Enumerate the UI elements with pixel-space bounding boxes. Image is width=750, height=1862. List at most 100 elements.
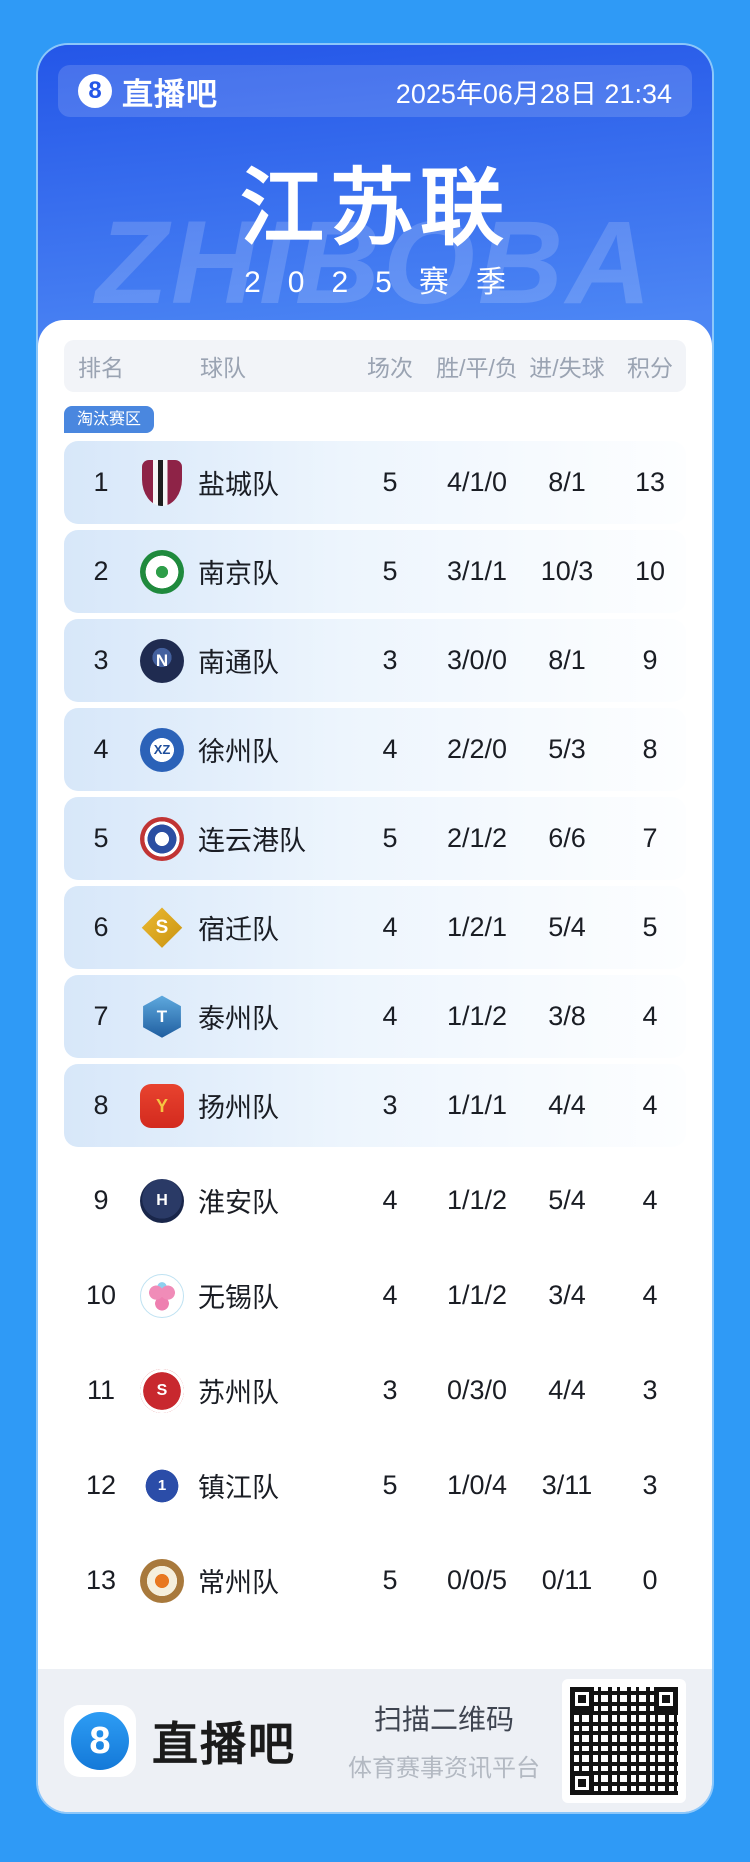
table-row: 1 盐城队 5 4/1/0 8/1 13: [64, 441, 686, 525]
team-crest: XZ: [140, 727, 184, 772]
league-title: 江苏联: [239, 161, 510, 255]
goals-for-against-value: 4/4: [548, 1090, 586, 1121]
team-name: 扬州队: [198, 1093, 279, 1124]
team-cell: Y 扬州队: [138, 1083, 346, 1128]
zhibo8-logo-text: 直播吧: [122, 76, 218, 112]
team-name: 常州队: [198, 1568, 279, 1599]
column-header-played: 场次: [367, 355, 413, 381]
team-crest: [140, 1273, 184, 1318]
qr-finder-icon: [570, 1686, 594, 1711]
qr-code: [562, 1678, 686, 1803]
zhibo8-ball-icon: 8: [78, 74, 112, 108]
goals-for-against-value: 8/1: [548, 467, 586, 498]
rank-value: 2: [93, 556, 109, 587]
zhiboba-watermark: ZHIBOBA: [95, 197, 655, 329]
points-value: 3: [642, 1375, 658, 1406]
table-header-row: 排名 球队 场次 胜/平/负 进/失球 积分: [64, 340, 686, 392]
win-draw-loss-value: 2/1/2: [446, 823, 508, 854]
points-value: 9: [642, 645, 658, 676]
team-name: 宿迁队: [198, 915, 279, 946]
qr-finder-icon: [570, 1770, 594, 1795]
team-cell: 南京队: [138, 549, 346, 594]
team-crest: S: [141, 907, 183, 948]
played-value: 3: [382, 1375, 398, 1406]
played-value: 4: [382, 1001, 398, 1032]
table-row: 3 N 南通队 3 3/0/0 8/1 9: [64, 619, 686, 703]
team-crest: 1: [140, 1463, 184, 1508]
table-row: 8 Y 扬州队 3 1/1/1 4/4 4: [64, 1064, 686, 1148]
goals-for-against-value: 5/4: [548, 912, 586, 943]
team-name: 南通队: [198, 648, 279, 679]
points-value: 4: [642, 1185, 658, 1216]
win-draw-loss-value: 4/1/0: [446, 467, 508, 498]
column-header-rank: 排名: [78, 355, 124, 381]
rank-value: 6: [93, 912, 109, 943]
team-cell: S 宿迁队: [138, 906, 346, 950]
team-cell: 常州队: [138, 1558, 346, 1603]
team-cell: S 苏州队: [138, 1368, 346, 1413]
datetime-label: 2025年06月28日 21:34: [395, 78, 672, 109]
rank-value: 9: [93, 1185, 109, 1216]
column-header-wdl: 胜/平/负: [436, 355, 518, 381]
team-crest-glyph: H: [156, 1191, 168, 1209]
column-header-goals: 进/失球: [529, 355, 605, 381]
played-value: 3: [382, 1090, 398, 1121]
team-crest: [140, 1558, 184, 1603]
rank-value: 1: [93, 467, 109, 498]
team-name: 徐州队: [198, 737, 279, 768]
table-row: 12 1 镇江队 5 1/0/4 3/11 3: [64, 1438, 686, 1533]
footer-zhibo8-logo: 8 直播吧: [64, 1704, 296, 1777]
team-crest: [140, 549, 184, 594]
goals-for-against-value: 4/4: [548, 1375, 586, 1406]
team-cell: T 泰州队: [138, 995, 346, 1039]
points-value: 10: [634, 556, 666, 587]
team-crest-glyph: S: [155, 917, 169, 939]
win-draw-loss-value: 0/3/0: [446, 1375, 508, 1406]
win-draw-loss-value: 1/2/1: [446, 912, 508, 943]
team-crest-glyph: S: [156, 1381, 168, 1399]
qr-pattern: [570, 1686, 678, 1795]
played-value: 4: [382, 1185, 398, 1216]
points-value: 4: [642, 1090, 658, 1121]
team-crest-glyph: XZ: [153, 742, 171, 758]
team-cell: H 淮安队: [138, 1178, 346, 1223]
team-name: 南京队: [198, 559, 279, 590]
played-value: 4: [382, 1280, 398, 1311]
goals-for-against-value: 6/6: [548, 823, 586, 854]
footer-texts: 扫描二维码 体育赛事资讯平台: [348, 1698, 540, 1783]
team-crest: [142, 459, 182, 506]
team-name: 苏州队: [198, 1378, 279, 1409]
table-row: 2 南京队 5 3/1/1 10/3 10: [64, 530, 686, 614]
win-draw-loss-value: 2/2/0: [446, 734, 508, 765]
goals-for-against-value: 3/4: [548, 1280, 586, 1311]
standings-card: 8 直播吧 2025年06月28日 21:34 ZHIBOBA 江苏联 2025…: [38, 45, 712, 1812]
zhibo8-logo: 8 直播吧: [78, 69, 218, 114]
win-draw-loss-value: 1/1/1: [446, 1090, 508, 1121]
win-draw-loss-value: 0/0/5: [446, 1565, 508, 1596]
footer-logo-text: 直播吧: [152, 1717, 296, 1770]
team-crest: N: [140, 638, 184, 683]
table-row: 13 常州队 5 0/0/5 0/11 0: [64, 1533, 686, 1628]
rank-value: 11: [86, 1375, 116, 1406]
points-value: 8: [642, 734, 658, 765]
team-cell: XZ 徐州队: [138, 727, 346, 772]
played-value: 4: [382, 734, 398, 765]
goals-for-against-value: 5/4: [548, 1185, 586, 1216]
zhibo8-ball-tile: 8: [64, 1704, 136, 1777]
team-cell: 连云港队: [138, 816, 346, 861]
team-crest: H: [140, 1178, 184, 1223]
season-subtitle: 2025赛季: [244, 266, 533, 299]
table-row: 6 S 宿迁队 4 1/2/1 5/4 5: [64, 886, 686, 970]
column-header-points: 积分: [627, 355, 673, 381]
win-draw-loss-value: 1/0/4: [446, 1470, 508, 1501]
goals-for-against-value: 3/8: [548, 1001, 586, 1032]
table-row: 7 T 泰州队 4 1/1/2 3/8 4: [64, 975, 686, 1059]
rank-value: 3: [93, 645, 109, 676]
goals-for-against-value: 5/3: [548, 734, 586, 765]
team-crest-glyph: N: [155, 651, 169, 671]
footer-bar: 8 直播吧 扫描二维码 体育赛事资讯平台: [38, 1669, 712, 1812]
rank-value: 10: [85, 1280, 117, 1311]
played-value: 5: [382, 467, 398, 498]
table-row: 4 XZ 徐州队 4 2/2/0 5/3 8: [64, 708, 686, 792]
standings-table: 排名 球队 场次 胜/平/负 进/失球 积分 淘汰赛区 1 盐城队 5 4/1/…: [38, 320, 712, 1669]
